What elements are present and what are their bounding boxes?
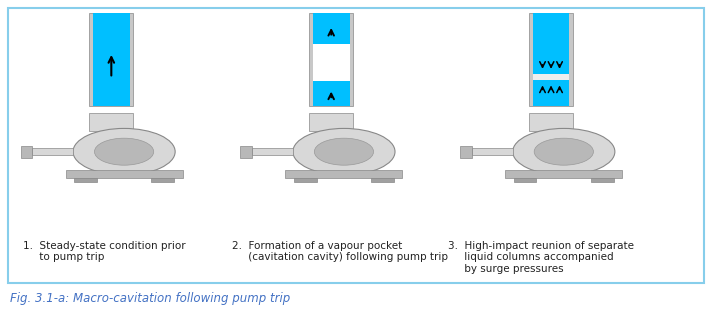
Bar bbox=[533, 13, 570, 106]
Bar bbox=[529, 13, 573, 106]
Bar bbox=[89, 13, 133, 106]
Circle shape bbox=[293, 128, 395, 175]
Circle shape bbox=[73, 128, 175, 175]
Bar bbox=[309, 113, 353, 131]
Bar bbox=[93, 13, 130, 106]
Bar bbox=[460, 146, 471, 157]
Circle shape bbox=[534, 138, 593, 165]
Bar bbox=[533, 74, 570, 80]
Bar bbox=[313, 81, 350, 106]
Bar bbox=[152, 178, 174, 182]
FancyBboxPatch shape bbox=[9, 8, 703, 283]
Bar bbox=[252, 148, 293, 155]
Text: 2.  Formation of a vapour pocket
     (cavitation cavity) following pump trip: 2. Formation of a vapour pocket (cavitat… bbox=[232, 241, 448, 262]
Circle shape bbox=[95, 138, 154, 165]
Bar bbox=[294, 178, 317, 182]
Bar bbox=[89, 113, 133, 131]
Bar bbox=[371, 178, 394, 182]
Text: 3.  High-impact reunion of separate
     liquid columns accompanied
     by surg: 3. High-impact reunion of separate liqui… bbox=[448, 241, 634, 274]
Bar bbox=[309, 13, 353, 106]
Bar bbox=[471, 148, 513, 155]
Bar bbox=[313, 13, 350, 44]
Bar bbox=[66, 170, 182, 178]
Bar bbox=[241, 146, 252, 157]
Text: Fig. 3.1-a: Macro-cavitation following pump trip: Fig. 3.1-a: Macro-cavitation following p… bbox=[10, 292, 290, 305]
Bar bbox=[514, 178, 537, 182]
Bar bbox=[529, 113, 573, 131]
Text: 1.  Steady-state condition prior
     to pump trip: 1. Steady-state condition prior to pump … bbox=[23, 241, 185, 262]
Circle shape bbox=[513, 128, 615, 175]
Bar bbox=[32, 148, 73, 155]
Bar bbox=[506, 170, 622, 178]
Bar bbox=[21, 146, 32, 157]
Bar bbox=[591, 178, 614, 182]
Bar bbox=[74, 178, 97, 182]
Bar bbox=[286, 170, 402, 178]
Bar bbox=[313, 13, 350, 106]
Circle shape bbox=[314, 138, 374, 165]
